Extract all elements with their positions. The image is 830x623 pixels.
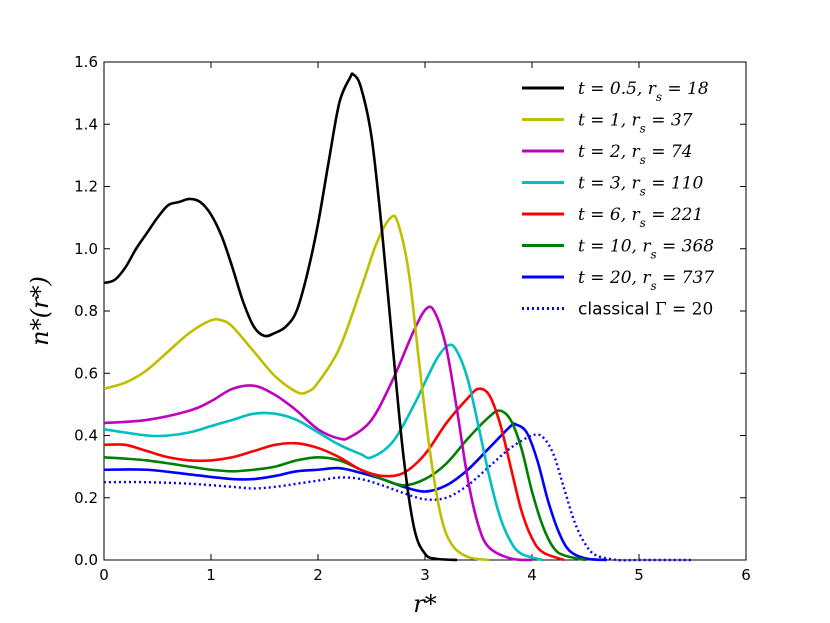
y-tick-label: 0.8 xyxy=(74,302,98,320)
y-tick-label: 0.0 xyxy=(74,551,98,569)
y-tick-label: 1.4 xyxy=(74,115,98,133)
legend-label-3: t = 3, rs = 110 xyxy=(578,174,703,199)
y-tick-label: 1.6 xyxy=(74,53,98,71)
x-tick-label: 4 xyxy=(527,566,537,584)
series-line-3 xyxy=(103,343,544,562)
series-line-7 xyxy=(103,433,693,562)
y-tick-label: 0.6 xyxy=(74,364,98,382)
series-layer xyxy=(103,72,693,562)
y-tick-label: 0.2 xyxy=(74,489,98,507)
legend: t = 0.5, rs = 18 t = 1, rs = 37 t = 2, rs … xyxy=(522,79,714,320)
legend-label-0: t = 0.5, rs = 18 xyxy=(578,79,709,104)
legend-label-2: t = 2, rs = 74 xyxy=(578,142,693,167)
legend-label-1: t = 1, rs = 37 xyxy=(578,111,693,136)
legend-label-4: t = 6, rs = 221 xyxy=(578,205,703,230)
legend-label-6: t = 20, rs = 737 xyxy=(578,268,714,293)
series-line-5 xyxy=(103,409,586,562)
x-tick-label: 5 xyxy=(634,566,644,584)
x-tick-label: 0 xyxy=(99,566,109,584)
legend-label-7: classical Γ = 20 xyxy=(578,300,713,320)
x-tick-label: 2 xyxy=(313,566,323,584)
x-tick-label: 6 xyxy=(741,566,751,584)
series-line-1 xyxy=(103,214,490,562)
y-axis-label: n*(r*) xyxy=(26,276,54,346)
y-tick-label: 0.4 xyxy=(74,427,98,445)
legend-label-5: t = 10, rs = 368 xyxy=(578,237,714,262)
series-line-4 xyxy=(103,387,565,562)
series-line-0 xyxy=(103,72,458,562)
series-line-6 xyxy=(103,422,607,562)
y-tick-label: 1.2 xyxy=(74,178,98,196)
series-line-2 xyxy=(103,305,533,562)
y-tick-label: 1.0 xyxy=(74,240,98,258)
axis-ticks: 0 1 2 3 4 5 6 0.0 0.2 0.4 0.6 0.8 1.0 1.2 1.4 1.6 xyxy=(74,53,751,584)
x-axis-label: r* xyxy=(413,590,436,618)
x-tick-label: 3 xyxy=(420,566,430,584)
x-tick-label: 1 xyxy=(206,566,216,584)
